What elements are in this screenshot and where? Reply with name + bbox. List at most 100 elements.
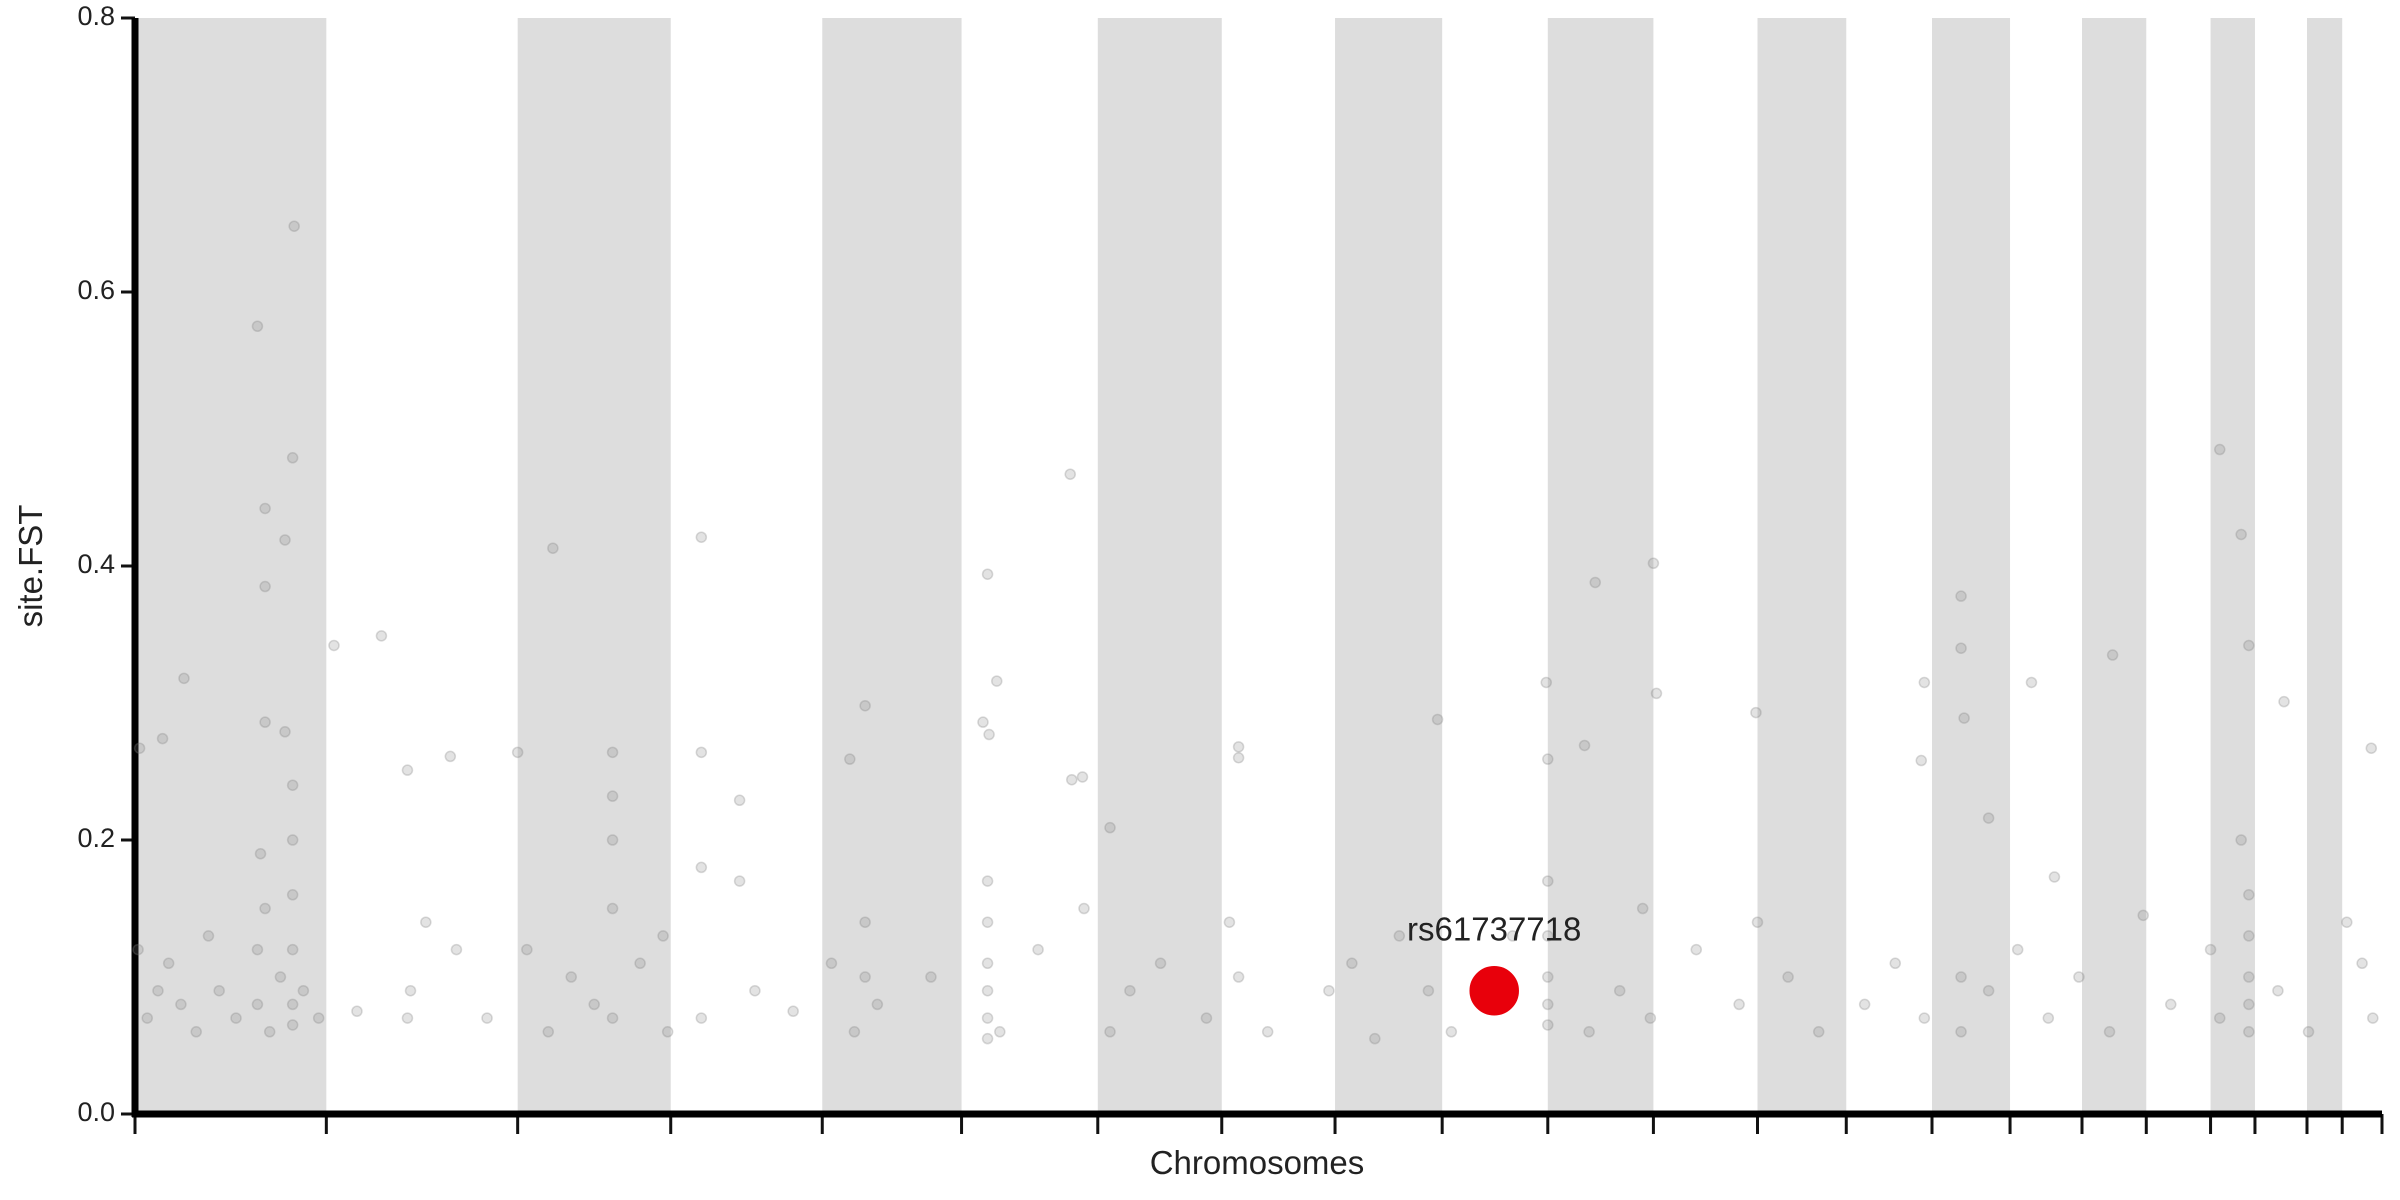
snp-point bbox=[661, 1026, 674, 1038]
snp-point bbox=[1782, 971, 1794, 983]
snp-point bbox=[634, 957, 646, 970]
snp-point bbox=[133, 742, 146, 754]
snp-point bbox=[2243, 889, 2255, 901]
snp-point bbox=[2048, 871, 2061, 883]
snp-point bbox=[288, 220, 300, 232]
snp-point bbox=[981, 568, 994, 580]
series: rs61737718 bbox=[1407, 911, 1581, 1016]
snp-point bbox=[1542, 998, 1554, 1011]
snp-point bbox=[733, 794, 746, 807]
snp-point bbox=[254, 847, 267, 860]
y-tick-label: 0.0 bbox=[77, 1097, 115, 1127]
snp-point bbox=[1540, 676, 1553, 689]
snp-point bbox=[259, 580, 271, 593]
snp-point bbox=[1589, 576, 1601, 589]
snp-point bbox=[606, 834, 619, 846]
snp-point bbox=[1751, 916, 1764, 928]
snp-point bbox=[1918, 1012, 1931, 1024]
snp-point bbox=[481, 1012, 493, 1024]
snp-point bbox=[1915, 754, 1928, 767]
snp-point bbox=[2235, 834, 2247, 846]
snp-point bbox=[991, 675, 1003, 687]
snp-point bbox=[1223, 916, 1236, 928]
snp-point bbox=[328, 639, 340, 652]
chromosome-band bbox=[2306, 18, 2343, 1114]
snp-point bbox=[175, 998, 187, 1011]
snp-point bbox=[547, 542, 559, 554]
snp-point bbox=[695, 746, 708, 759]
snp-annotation: rs61737718 bbox=[1407, 911, 1581, 948]
snp-point bbox=[178, 672, 190, 685]
snp-point bbox=[190, 1026, 202, 1038]
snp-point bbox=[983, 728, 995, 741]
snp-point bbox=[1812, 1026, 1825, 1038]
snp-point bbox=[286, 943, 299, 956]
snp-point bbox=[1422, 984, 1435, 997]
snp-point bbox=[2103, 1026, 2116, 1038]
snp-point bbox=[2137, 909, 2149, 922]
snp-point bbox=[1104, 821, 1116, 834]
snp-point bbox=[1323, 984, 1335, 997]
snp-point bbox=[1733, 998, 1745, 1011]
snp-point bbox=[230, 1012, 242, 1024]
snp-point bbox=[444, 750, 457, 763]
snp-point bbox=[401, 1012, 414, 1024]
y-axis-label: site.FST bbox=[12, 505, 49, 628]
snp-point bbox=[1636, 902, 1649, 915]
chromosome-band bbox=[2210, 18, 2255, 1114]
snp-point bbox=[450, 943, 463, 956]
snp-point bbox=[286, 889, 299, 901]
snp-point bbox=[259, 716, 271, 728]
plot-background bbox=[135, 18, 2343, 1114]
snp-point bbox=[251, 320, 264, 332]
snp-point bbox=[251, 943, 264, 956]
snp-point bbox=[2272, 984, 2284, 997]
snp-point bbox=[263, 1026, 276, 1038]
snp-point bbox=[297, 984, 310, 997]
series bbox=[132, 220, 2379, 1045]
snp-point bbox=[1542, 971, 1554, 983]
snp-point bbox=[1750, 706, 1762, 719]
snp-point bbox=[606, 1012, 619, 1024]
snp-point bbox=[213, 984, 225, 997]
snp-point bbox=[1232, 741, 1245, 753]
snp-point bbox=[141, 1012, 153, 1024]
snp-point bbox=[1613, 984, 1626, 997]
snp-point bbox=[156, 732, 169, 745]
snp-point bbox=[1918, 676, 1931, 689]
snp-point bbox=[1958, 712, 1970, 724]
snp-point bbox=[286, 998, 299, 1011]
snp-point bbox=[606, 902, 619, 915]
snp-point bbox=[279, 726, 291, 738]
chromosome-band bbox=[822, 18, 962, 1114]
snp-point bbox=[2367, 1012, 2379, 1024]
snp-point bbox=[2278, 695, 2290, 708]
chromosome-band bbox=[1097, 18, 1222, 1114]
snp-point bbox=[2204, 943, 2217, 956]
snp-point bbox=[404, 984, 417, 997]
snp-point bbox=[2214, 443, 2226, 456]
snp-point bbox=[1104, 1026, 1116, 1038]
snp-point bbox=[1124, 984, 1136, 997]
snp-point bbox=[1542, 875, 1554, 887]
snp-point bbox=[521, 943, 533, 956]
snp-point bbox=[1066, 773, 1078, 786]
snp-point bbox=[1232, 971, 1245, 983]
snp-point bbox=[787, 1005, 799, 1017]
snp-point bbox=[981, 1012, 994, 1024]
snp-point bbox=[152, 984, 164, 997]
snp-point bbox=[401, 764, 414, 776]
snp-point bbox=[286, 779, 299, 791]
snp-point bbox=[286, 834, 299, 846]
snp-point bbox=[351, 1005, 363, 1017]
snp-point bbox=[606, 790, 619, 802]
snp-point bbox=[2302, 1026, 2315, 1038]
snp-point bbox=[1154, 957, 1167, 970]
snp-point bbox=[981, 916, 994, 928]
snp-point bbox=[1858, 998, 1871, 1011]
snp-point bbox=[1650, 687, 1663, 700]
snp-point bbox=[1032, 943, 1044, 956]
snp-point bbox=[259, 502, 271, 515]
snp-point bbox=[1431, 713, 1444, 726]
snp-point bbox=[925, 971, 937, 983]
